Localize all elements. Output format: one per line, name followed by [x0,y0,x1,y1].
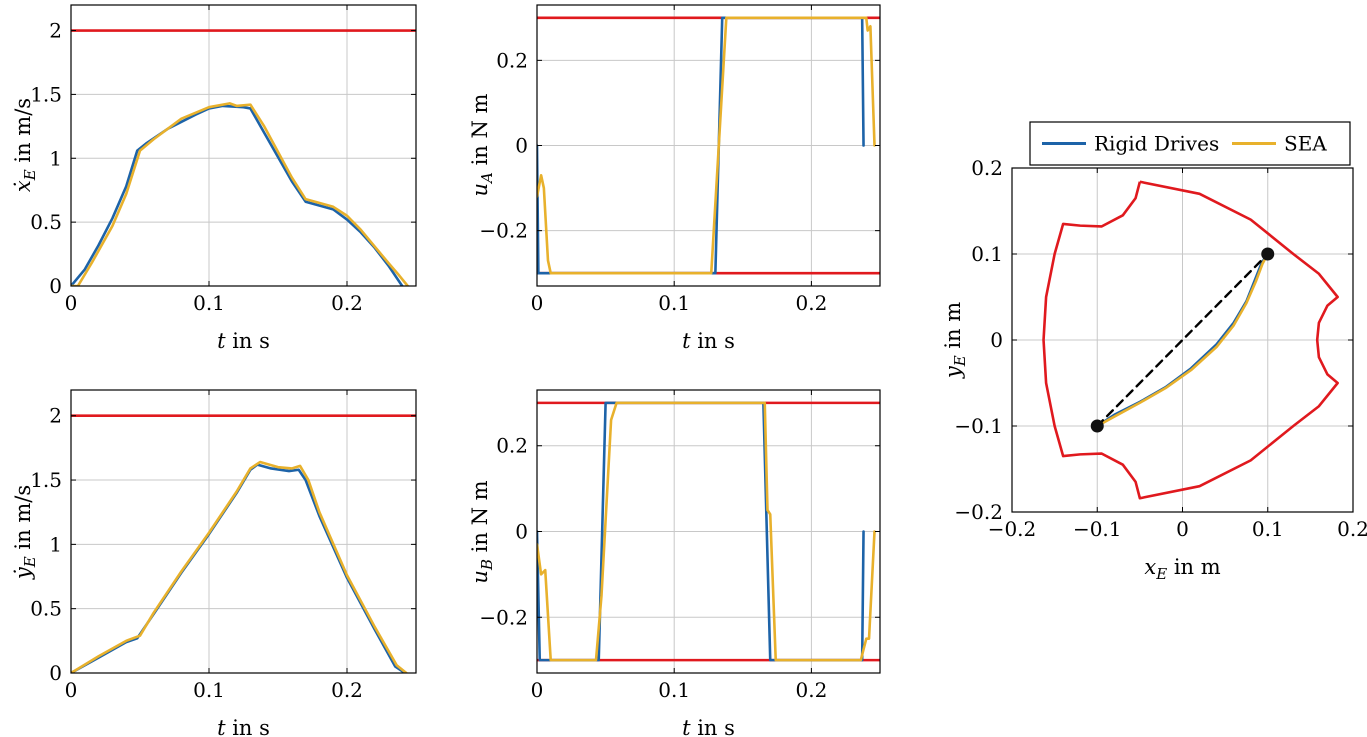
y-tick-label: 0.5 [30,597,62,621]
endpoint-marker [1261,247,1275,261]
y-tick-label: −0.2 [954,500,1003,524]
x-tick-label: 0.2 [795,291,827,315]
y-tick-label: 0 [49,661,62,685]
series-line-1 [71,463,407,673]
series-line-2 [71,460,408,673]
x-tick-label: 0.2 [331,678,363,702]
x-tick-label: 0.1 [193,678,225,702]
y-tick-label: 0 [990,328,1003,352]
y-tick-label: −0.2 [479,219,528,243]
reference-line [1096,252,1269,428]
y-tick-label: 0.2 [496,434,528,458]
x-axis-label: t in s [682,716,735,737]
x-tick-label: 0.2 [331,291,363,315]
plot-x-velocity: 0 0.1 0.2 0 0.5 1 1.5 2 t in s ẋE in m/s [11,4,417,353]
axes-frame [70,389,417,674]
x-axis-label: t in s [217,716,270,737]
y-tick-label: −0.1 [954,414,1003,438]
x-tick-label: 0.1 [1252,517,1284,541]
y-tick-label: 0.1 [971,242,1003,266]
plot-area [71,29,416,286]
y-tick-label: 0.5 [30,210,62,234]
y-tick-label: 0 [515,134,528,158]
y-tick-label: 1.5 [30,82,62,106]
series-line-3 [537,16,876,275]
x-tick-label: 0.1 [658,678,690,702]
y-tick-label: 0 [515,520,528,544]
x-tick-label: 0.1 [193,291,225,315]
x-tick-label: −0.1 [1073,517,1122,541]
y-tick-label: −0.2 [479,605,528,629]
legend-label: Rigid Drives [1094,132,1219,156]
plot-area [71,414,416,673]
plot-y-velocity: 0 0.1 0.2 0 0.5 1 1.5 2 t in s ẏE in m/s [11,389,417,737]
x-tick-label: 0.1 [658,291,690,315]
x-tick-label: 0.2 [795,678,827,702]
series-line-1 [71,104,404,286]
x-axis-label: t in s [682,329,735,353]
x-tick-label: 0 [1176,517,1189,541]
series-line-2 [71,102,410,286]
x-tick-label: 0 [65,291,78,315]
x-tick-label: 0 [531,291,544,315]
y-tick-label: 2 [49,19,62,43]
y-tick-label: 1 [49,146,62,170]
y-tick-label: 2 [49,404,62,428]
plot-area [537,401,880,662]
x-tick-label: 0 [531,678,544,702]
legend: Rigid Drives SEA [1029,121,1351,166]
plot-torque-b: 0 0.1 0.2 −0.2 0 0.2 t in s uB in N m [468,389,881,737]
y-tick-label: 1.5 [30,468,62,492]
y-axis-label: yE in m [941,302,969,379]
x-tick-label: −0.2 [988,517,1037,541]
axes-frame [70,4,417,287]
y-axis-label: uA in N m [468,93,496,196]
plot-area [537,16,880,275]
x-tick-label: 0 [65,678,78,702]
x-axis-label: t in s [217,329,270,353]
x-tick-label: 0.2 [1337,517,1367,541]
workspace-boundary [1042,180,1339,500]
y-tick-label: 0.2 [496,48,528,72]
plot-area [1042,180,1339,500]
series-sea [1095,252,1270,428]
legend-label: SEA [1284,132,1327,156]
x-axis-label: xE in m [1144,555,1220,583]
y-tick-label: 1 [49,532,62,556]
plot-end-effector-path: −0.2 −0.1 0 0.1 0.2 −0.2 −0.1 0 0.1 0.2 xE in m yE … [941,121,1367,583]
y-axis-label: uB in N m [468,480,496,583]
series-line-3 [537,401,876,662]
y-tick-label: 0.2 [971,156,1003,180]
y-axis-label: ẋE in m/s [11,98,39,192]
endpoint-marker [1090,419,1104,433]
y-tick-label: 0 [49,274,62,298]
y-axis-label: ẏE in m/s [11,485,39,580]
plot-torque-a: 0 0.1 0.2 −0.2 0 0.2 t in s uA in N m [468,4,881,353]
